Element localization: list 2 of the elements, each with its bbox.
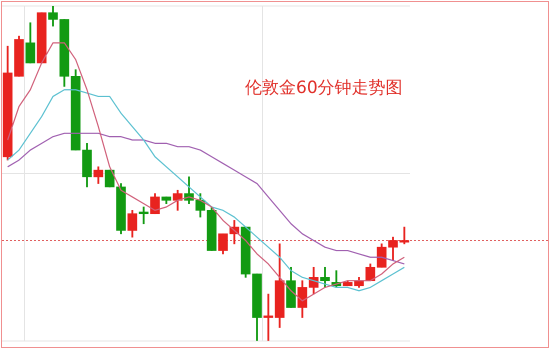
candlestick: [36, 12, 46, 64]
text: 伦敦金60分钟走势图: [245, 77, 403, 99]
